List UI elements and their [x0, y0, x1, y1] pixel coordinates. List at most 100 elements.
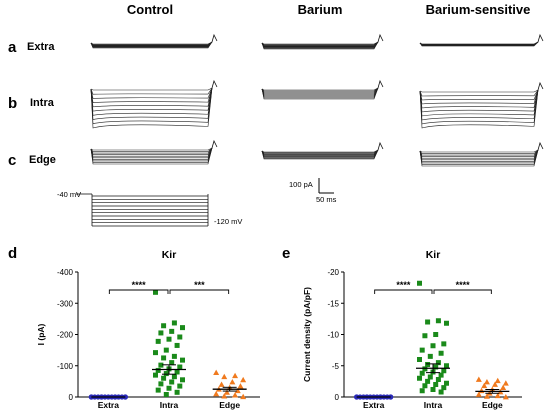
data-point [475, 391, 482, 397]
sweep-trace [90, 87, 213, 120]
y-tick-label: 0 [335, 393, 340, 402]
chart-d: Kir I (pA) 0 -100 -200 -300 -400 Extra Intra Edge… [36, 249, 260, 410]
y-tick-label: -300 [57, 299, 74, 308]
data-point [158, 381, 164, 387]
y-tick-label: -5 [332, 362, 340, 371]
data-point [169, 379, 175, 385]
data-point [218, 381, 225, 387]
scale-bar: 100 pA 50 ms [289, 178, 337, 204]
y-tick-label: -100 [57, 362, 74, 371]
sweep-tail [211, 33, 218, 43]
data-point [163, 347, 169, 353]
sweep-trace [90, 41, 213, 48]
sweep-trace [90, 41, 213, 47]
y-axis-label: Current density (pA/pF) [302, 287, 312, 382]
sweep-trace [261, 87, 379, 99]
sweep-trace [261, 41, 379, 50]
sweep-trace [419, 149, 539, 156]
data-point [155, 387, 161, 393]
x-category-label: Extra [363, 400, 385, 410]
data-point [177, 364, 183, 370]
data-point [171, 353, 177, 359]
sweep-trace [419, 41, 539, 47]
data-point [153, 350, 158, 356]
data-point [492, 381, 499, 387]
sweep-trace [90, 41, 213, 49]
sweep-trace [419, 89, 539, 125]
sweep-trace [261, 87, 379, 100]
y-tick-label: -200 [57, 331, 74, 340]
data-point [163, 392, 169, 397]
data-point [171, 320, 177, 326]
y-tick-label: -10 [327, 331, 339, 340]
sweep-tail [377, 79, 384, 89]
sweep-trace [261, 87, 379, 96]
header-barium-sensitive: Barium-sensitive [426, 2, 531, 17]
data-point [433, 382, 439, 387]
sweep-trace [419, 89, 539, 113]
data-point [441, 385, 447, 391]
significance-label: **** [456, 280, 471, 290]
sweep-trace [90, 87, 213, 95]
data-point [155, 367, 161, 373]
sweep-trace [90, 41, 213, 46]
current-traces [90, 33, 544, 167]
sweep-trace [419, 149, 539, 153]
scale-bar-current-label: 100 pA [289, 180, 313, 189]
y-tick-label: -15 [327, 299, 339, 308]
sweep-tail [537, 33, 544, 43]
data-point [435, 360, 441, 366]
data-point [223, 389, 230, 395]
data-point [430, 387, 436, 392]
sweep-trace [90, 41, 213, 48]
data-point [438, 372, 444, 378]
sweep-trace [419, 149, 539, 165]
data-point [240, 393, 247, 400]
x-category-label: Edge [482, 400, 503, 410]
data-point [166, 336, 172, 342]
sweep-trace [261, 41, 379, 47]
y-tick-label: 0 [69, 393, 74, 402]
data-point [435, 318, 441, 324]
x-category-label: Intra [424, 400, 443, 410]
sweep-trace [419, 89, 539, 121]
x-category-label: Intra [160, 400, 179, 410]
header-control: Control [127, 2, 173, 17]
sweep-trace [261, 41, 379, 48]
chart-title: Kir [162, 249, 177, 261]
data-point [444, 320, 449, 326]
data-point [177, 383, 183, 389]
data-point [441, 341, 447, 347]
data-point [444, 380, 449, 386]
data-point [229, 379, 236, 385]
data-point [441, 368, 447, 374]
data-point [234, 387, 241, 394]
data-point [177, 334, 183, 340]
sweep-trace [419, 149, 539, 159]
data-point [180, 357, 185, 363]
sweep-trace [261, 149, 379, 153]
data-point [427, 374, 433, 380]
row-label-edge: Edge [29, 154, 56, 166]
significance-label: **** [132, 280, 147, 290]
traces-sensitive-edge [419, 141, 544, 167]
sweep-trace [90, 41, 213, 45]
sweep-trace [261, 87, 379, 91]
x-category-label: Extra [98, 400, 120, 410]
data-point [502, 380, 509, 386]
panel-letter-e: e [282, 245, 290, 262]
sweep-trace [90, 87, 213, 99]
sweep-trace [90, 147, 213, 159]
sweep-tail [211, 79, 218, 89]
data-point [237, 383, 244, 389]
sweep-trace [90, 147, 213, 165]
sweep-trace [261, 87, 379, 97]
data-point [433, 332, 439, 337]
sweep-trace [90, 87, 213, 112]
sweep-trace [261, 41, 379, 48]
sweep-trace [90, 147, 213, 151]
sweep-trace [419, 89, 539, 97]
data-point [502, 394, 509, 400]
data-point [425, 319, 431, 325]
panel-letter-a: a [8, 39, 17, 56]
